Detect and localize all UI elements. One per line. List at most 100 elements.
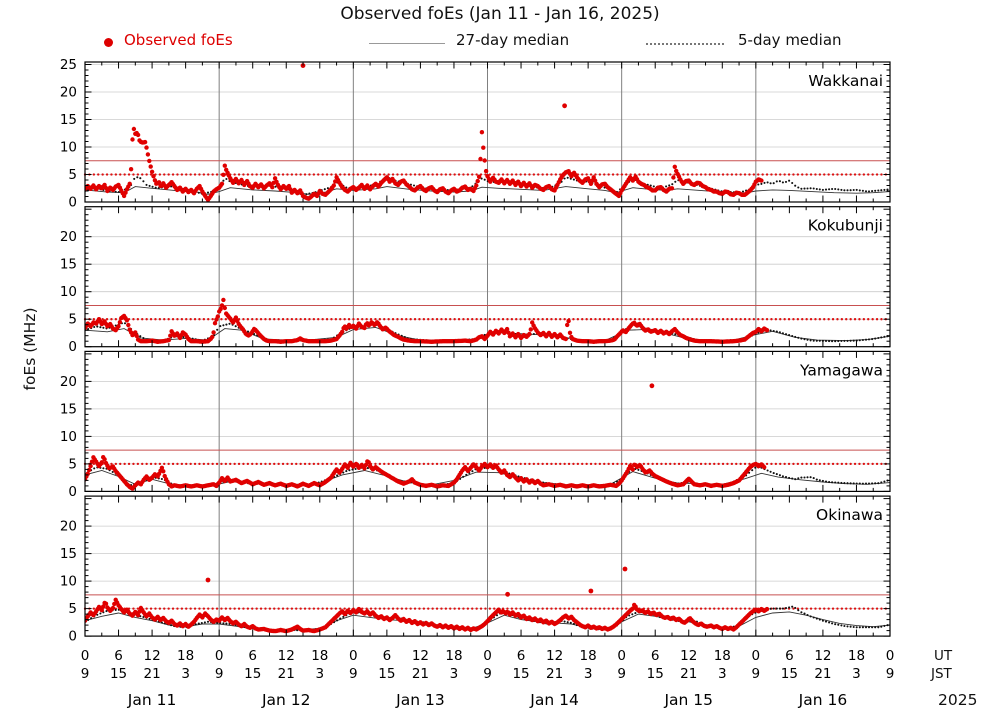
jst-hour-label: 15 <box>647 666 664 682</box>
jst-unit-label: JST <box>931 666 952 682</box>
y-tick-label: 15 <box>60 401 77 417</box>
jst-hour-label: 9 <box>752 666 761 682</box>
panel-yamagawa: 0 5 10 15 20 Yamagawa <box>60 350 892 500</box>
jst-hour-label: 21 <box>143 666 160 682</box>
date-label: Jan 12 <box>261 691 311 709</box>
jst-hour-label: 9 <box>617 666 626 682</box>
station-label-okinawa: Okinawa <box>816 506 883 524</box>
y-tick-label: 5 <box>68 167 77 183</box>
ut-hour-label: 0 <box>349 648 358 664</box>
jst-hour-label: 9 <box>886 666 895 682</box>
y-tick-label: 10 <box>60 284 77 300</box>
observed-outlier <box>562 103 567 109</box>
jst-hour-label: 9 <box>215 666 224 682</box>
y-tick-label: 10 <box>60 140 77 156</box>
ut-hour-label: 6 <box>114 648 123 664</box>
ut-hour-label: 18 <box>311 648 328 664</box>
jst-hour-label: 3 <box>181 666 190 682</box>
panel-border <box>84 350 891 492</box>
y-tick-label: 20 <box>60 229 77 245</box>
ut-hour-label: 18 <box>580 648 597 664</box>
y-tick-label: 0 <box>68 195 77 211</box>
panel-okinawa: 0 5 10 15 20 Okinawa <box>60 495 892 645</box>
ut-hour-label: 12 <box>412 648 429 664</box>
jst-hour-label: 21 <box>546 666 563 682</box>
legend-observed-label: Observed foEs <box>124 31 233 49</box>
y-tick-label: 15 <box>60 546 77 562</box>
jst-hour-label: 15 <box>512 666 529 682</box>
legend-27day-line-icon <box>369 43 445 44</box>
jst-hour-label: 3 <box>852 666 861 682</box>
jst-hour-label: 21 <box>814 666 831 682</box>
legend-5day-label: 5-day median <box>738 31 842 49</box>
jst-hour-label: 15 <box>110 666 127 682</box>
jst-hour-label: 9 <box>349 666 358 682</box>
station-label-kokubunji: Kokubunji <box>808 217 883 235</box>
y-tick-label: 15 <box>60 257 77 273</box>
station-label-wakkanai: Wakkanai <box>808 72 883 90</box>
ut-hour-label: 18 <box>445 648 462 664</box>
date-label: Jan 13 <box>395 691 445 709</box>
panel-kokubunji: 0 5 10 15 20 Kokubunji <box>60 206 892 355</box>
observed-outlier <box>205 577 211 583</box>
ut-hour-label: 6 <box>248 648 257 664</box>
y-tick-label: 10 <box>60 574 77 590</box>
jst-hour-label: 9 <box>81 666 90 682</box>
observed-outlier <box>300 63 306 68</box>
panel-border <box>84 61 891 203</box>
y-tick-label: 20 <box>60 519 77 535</box>
legend-27day-label: 27-day median <box>456 31 570 49</box>
jst-hour-label: 15 <box>781 666 798 682</box>
jst-hour-label: 21 <box>680 666 697 682</box>
jst-hour-label: 3 <box>584 666 593 682</box>
jst-hour-label: 15 <box>378 666 395 682</box>
jst-hour-label: 9 <box>483 666 492 682</box>
ut-hour-label: 18 <box>714 648 731 664</box>
y-tick-label: 20 <box>60 85 77 101</box>
y-tick-label: 5 <box>68 456 77 472</box>
ut-unit-label: UT <box>934 648 953 664</box>
observed-outlier <box>588 588 594 594</box>
ut-hour-label: 12 <box>814 648 831 664</box>
ut-hour-label: 12 <box>546 648 563 664</box>
panel-border <box>84 206 891 348</box>
ut-hour-label: 6 <box>517 648 526 664</box>
ut-hour-label: 0 <box>215 648 224 664</box>
jst-hour-label: 3 <box>450 666 459 682</box>
ut-hour-label: 0 <box>886 648 895 664</box>
observed-outlier <box>505 591 510 597</box>
ut-hour-label: 6 <box>785 648 794 664</box>
ut-hour-label: 0 <box>752 648 761 664</box>
ut-hour-label: 0 <box>81 648 90 664</box>
y-tick-label: 0 <box>68 339 77 355</box>
y-tick-label: 10 <box>60 429 77 445</box>
page-title: Observed foEs (Jan 11 - Jan 16, 2025) <box>340 4 660 24</box>
panel-border <box>84 495 891 637</box>
legend-5day-dotted-icon <box>646 43 724 45</box>
date-label: Jan 14 <box>529 691 579 709</box>
y-tick-label: 0 <box>68 484 77 500</box>
year-label: 2025 <box>938 691 978 709</box>
jst-hour-label: 3 <box>718 666 727 682</box>
legend-observed-dot-icon <box>104 38 113 47</box>
ut-hour-label: 12 <box>680 648 697 664</box>
observed-outlier <box>649 383 655 389</box>
observed-outlier <box>622 566 628 572</box>
date-label: Jan 11 <box>127 691 177 709</box>
station-label-yamagawa: Yamagawa <box>799 361 883 379</box>
y-tick-label: 20 <box>60 374 77 390</box>
y-tick-label: 5 <box>68 312 77 328</box>
ut-hour-label: 0 <box>483 648 492 664</box>
x-axis-labels: 0 9 6 15 12 21 18 3 0 9 6 15 12 21 18 3 0 9 6 15 12 21 18 3 0 9 6 1… <box>81 648 895 709</box>
y-tick-label: 5 <box>68 601 77 617</box>
ut-hour-label: 12 <box>278 648 295 664</box>
jst-hour-label: 21 <box>278 666 295 682</box>
median27-line <box>85 611 890 631</box>
ut-hour-label: 0 <box>617 648 626 664</box>
y-tick-label: 25 <box>60 57 77 73</box>
panel-wakkanai: 0 5 10 15 20 25 Wakkanai <box>60 57 892 211</box>
y-tick-label: 0 <box>68 629 77 645</box>
jst-hour-label: 3 <box>315 666 324 682</box>
y-tick-label: 15 <box>60 112 77 128</box>
